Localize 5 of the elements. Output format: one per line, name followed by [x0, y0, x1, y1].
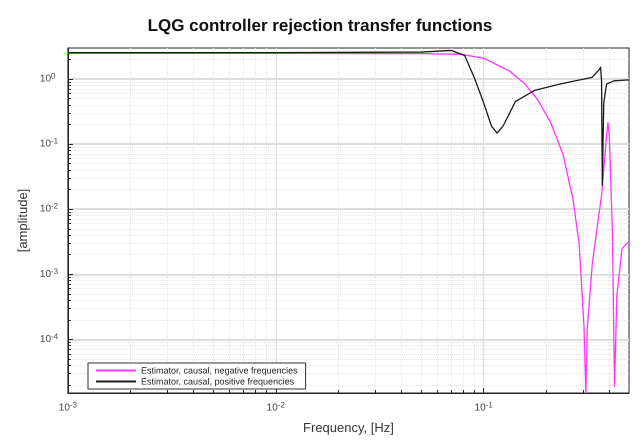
y-axis-title: [amplitude] [15, 188, 30, 252]
chart-title: LQG controller rejection transfer functions [148, 16, 492, 35]
legend-label: Estimator, causal, negative frequencies [141, 366, 298, 376]
legend-label: Estimator, causal, positive frequencies [141, 376, 295, 386]
x-axis-title: Frequency, [Hz] [303, 420, 394, 435]
